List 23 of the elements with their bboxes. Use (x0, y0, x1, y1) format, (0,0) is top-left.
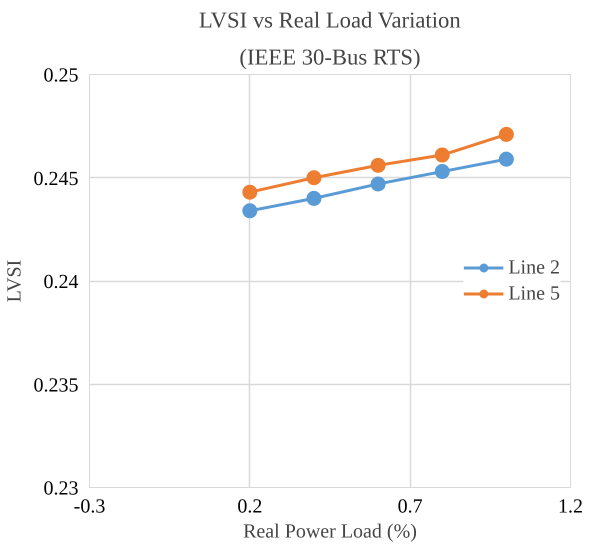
point (434, 148, 450, 163)
point (498, 152, 514, 167)
x-axis-title: Real Power Load (%) (243, 520, 417, 542)
y-tick-label: 0.245 (34, 168, 78, 190)
point (306, 170, 322, 186)
chart-subtitle: (IEEE 30-Bus RTS) (239, 44, 421, 70)
y-tick-label: 0.24 (44, 271, 78, 293)
point (242, 203, 258, 218)
point (370, 176, 386, 192)
point (306, 190, 322, 206)
x-tick-label: 0.2 (237, 496, 262, 518)
x-tick-label: 0.7 (398, 496, 423, 518)
x-tick-label: 1.2 (558, 496, 583, 518)
y-axis-title: LVSI (4, 260, 26, 302)
y-tick-label: 0.235 (34, 374, 78, 396)
point (498, 126, 514, 142)
legend-label: Line 2 (508, 256, 560, 279)
point (434, 164, 450, 180)
y-tick-label: 0.25 (44, 64, 78, 86)
chart-title: LVSI vs Real Load Variation (198, 8, 461, 32)
point (242, 184, 258, 200)
point (370, 158, 386, 173)
legend-label: Line 5 (508, 282, 560, 305)
